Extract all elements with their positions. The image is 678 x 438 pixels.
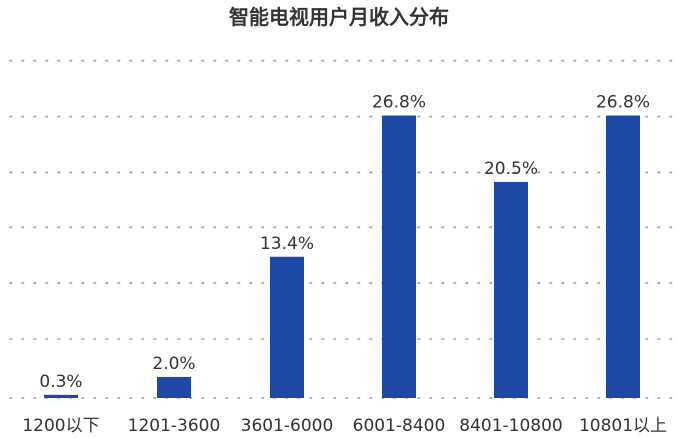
gridlines [9,59,678,399]
data-label: 26.8% [596,93,650,113]
bar [606,115,640,398]
data-label: 20.5% [484,159,538,179]
x-axis-tick-labels: 1200以下 1201-3600 3601-6000 6001-8400 8401-10… [22,416,667,436]
bar [157,376,191,398]
bars [44,115,640,398]
x-tick-label: 1201-3600 [128,416,221,436]
data-label: 26.8% [372,93,426,113]
bar [44,394,78,398]
chart-title: 智能电视用户月收入分布 [229,5,449,29]
x-tick-label: 10801以上 [579,416,667,436]
x-tick-label: 3601-6000 [241,416,334,436]
bar [270,256,304,398]
data-label: 2.0% [152,354,195,374]
bar [494,181,528,398]
x-tick-label: 1200以下 [22,416,99,436]
x-tick-label: 6001-8400 [353,416,446,436]
data-label: 13.4% [260,234,314,254]
x-tick-label: 8401-10800 [459,416,562,436]
bar [382,115,416,398]
data-label: 0.3% [39,372,82,392]
data-labels: 0.3% 2.0% 13.4% 26.8% 20.5% 26.8% [39,93,650,392]
